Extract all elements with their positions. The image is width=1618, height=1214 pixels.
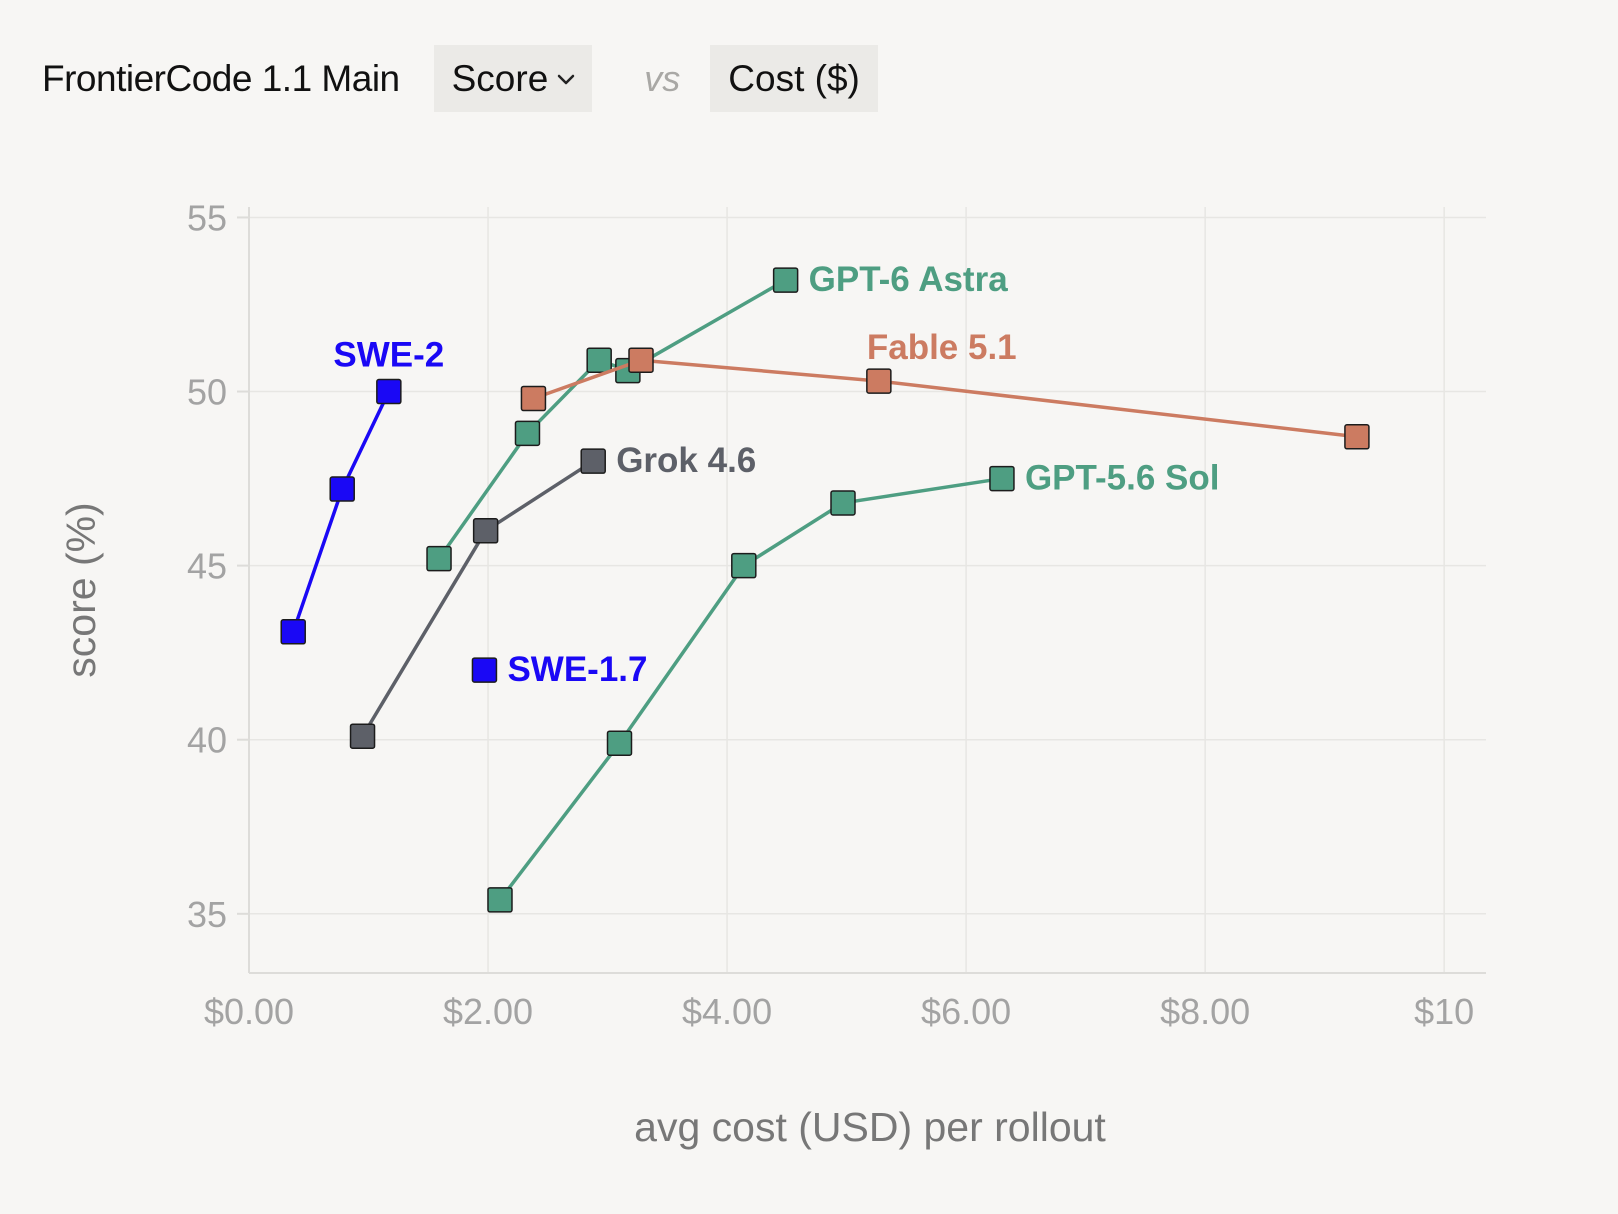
x-tick-label: $6.00 xyxy=(921,991,1011,1032)
series-line xyxy=(532,358,1358,439)
chart-header: FrontierCode 1.1 Main Score vs Cost ($) xyxy=(42,45,878,112)
chart-ticks: 35 40 45 50 55 $0.00 $2.00 $4.00 $6.00 $8.00 $10 xyxy=(187,197,1474,1032)
x-tick-label: $8.00 xyxy=(1160,991,1250,1032)
series-label: GPT-6 Astra xyxy=(809,260,1009,299)
series-swe-2: SWE-2 xyxy=(280,336,444,645)
series-label: Grok 4.6 xyxy=(616,441,756,480)
x-tick-label: $4.00 xyxy=(682,991,772,1032)
series-line xyxy=(437,278,787,560)
series-gpt-5-6-sol: GPT-5.6 Sol xyxy=(487,459,1220,913)
data-point[interactable] xyxy=(866,368,892,394)
data-point[interactable] xyxy=(586,347,612,373)
series-line xyxy=(291,390,391,633)
comparison-axis-button[interactable]: Cost ($) xyxy=(710,45,878,112)
x-tick-label: $2.00 xyxy=(443,991,533,1032)
series-grok-4-6: Grok 4.6 xyxy=(349,441,756,749)
y-tick-label: 40 xyxy=(187,720,227,761)
y-tick-label: 35 xyxy=(187,894,227,935)
data-point[interactable] xyxy=(514,420,541,447)
data-point[interactable] xyxy=(487,887,513,913)
data-point[interactable] xyxy=(280,619,306,645)
data-point[interactable] xyxy=(349,723,376,749)
data-point[interactable] xyxy=(830,490,856,516)
data-point[interactable] xyxy=(329,476,355,502)
y-tick-label: 45 xyxy=(187,546,227,587)
y-axis-title: score (%) xyxy=(58,502,104,677)
vs-label: vs xyxy=(644,57,681,99)
chart-grid xyxy=(248,207,1486,973)
y-tick-label: 50 xyxy=(187,372,227,413)
data-point[interactable] xyxy=(520,385,547,412)
data-point[interactable] xyxy=(580,448,606,474)
series-gpt-6-astra: GPT-6 Astra xyxy=(426,260,1009,572)
x-tick-label: $0.00 xyxy=(204,991,294,1032)
metric-select-value: Score xyxy=(451,57,549,99)
series-label: SWE-1.7 xyxy=(507,650,647,689)
chart-series: SWE-2 SWE-1.7 Grok 4.6 GPT-6 Astra Fable 5.1… xyxy=(280,260,1370,913)
data-point[interactable] xyxy=(471,657,498,683)
chart-axes xyxy=(237,207,1486,974)
series-label: GPT-5.6 Sol xyxy=(1025,459,1220,498)
data-point[interactable] xyxy=(628,347,654,373)
comparison-axis-value: Cost ($) xyxy=(728,57,860,99)
y-tick-label: 55 xyxy=(187,197,227,238)
series-label: Fable 5.1 xyxy=(867,328,1017,367)
x-axis-title: avg cost (USD) per rollout xyxy=(634,1104,1106,1150)
series-label: SWE-2 xyxy=(333,336,444,375)
chevron-down-icon xyxy=(556,72,576,86)
series-fable-5-1: Fable 5.1 xyxy=(520,328,1370,450)
data-point[interactable] xyxy=(731,552,757,579)
data-point[interactable] xyxy=(1344,424,1370,450)
data-point[interactable] xyxy=(989,465,1015,492)
x-tick-label: $10 xyxy=(1414,991,1474,1032)
metric-select[interactable]: Score xyxy=(433,45,593,112)
data-point[interactable] xyxy=(426,545,452,572)
benchmark-title: FrontierCode 1.1 Main xyxy=(42,57,400,99)
series-swe-1-7: SWE-1.7 xyxy=(471,650,647,689)
series-line xyxy=(498,476,1003,901)
data-point[interactable] xyxy=(606,730,633,756)
data-point[interactable] xyxy=(772,267,799,293)
data-point[interactable] xyxy=(472,518,499,544)
data-point[interactable] xyxy=(376,378,402,405)
